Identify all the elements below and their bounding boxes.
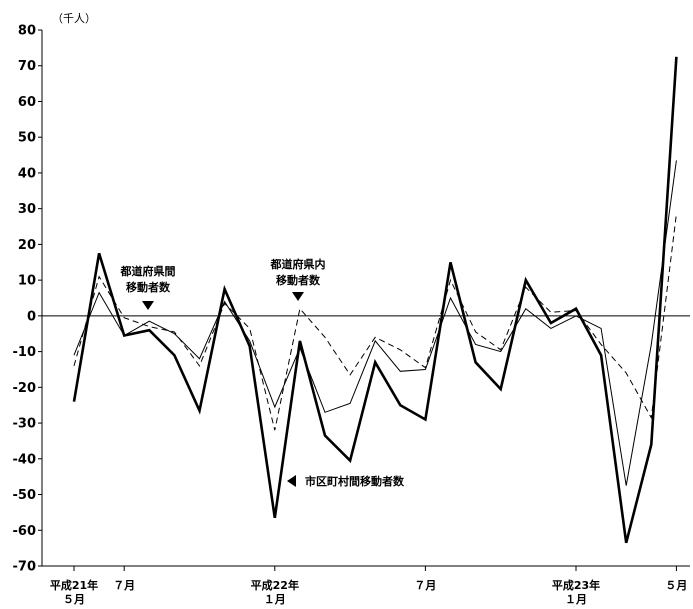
x-tick-label: ７月: [414, 579, 436, 592]
x-tick-label: 平成21年: [50, 578, 98, 592]
x-tick-label: 平成23年: [552, 578, 600, 592]
x-tick-label: １月: [264, 593, 286, 606]
y-axis-ticks: 80 70 60 50 40 30 20 10 0 -10 -20 -30 -40 -50 -60 -70: [13, 24, 42, 575]
y-tick-label: -70: [13, 560, 37, 575]
series-line-thin: [73, 160, 677, 486]
x-tick-label: ７月: [113, 579, 135, 592]
series-line-dashed: [73, 213, 677, 431]
series-layer: [72, 56, 678, 544]
y-tick-label: 0: [27, 309, 36, 324]
x-tick-label: ５月: [665, 579, 687, 592]
y-tick-label: 50: [18, 131, 36, 146]
x-tick-label: 平成22年: [251, 578, 299, 592]
y-tick-label: 20: [18, 238, 36, 253]
y-tick-label: -40: [13, 452, 37, 467]
y-tick-label: -30: [13, 417, 37, 432]
annotation-intraprefecture-line-1: 都道府県内: [270, 257, 326, 271]
y-tick-label: -20: [13, 381, 37, 396]
annotation-interprefecture: 都道府県間 移動者数: [120, 264, 176, 310]
annotation-intraprefecture-line-2: 移動者数: [276, 273, 321, 287]
x-tick-label: ５月: [63, 593, 85, 606]
annotation-municipal: 市区町村間移動者数: [287, 474, 405, 488]
annotation-interprefecture-line-1: 都道府県間: [120, 264, 176, 278]
annotation-interprefecture-line-2: 移動者数: [126, 280, 171, 294]
y-unit-label: （千人）: [52, 12, 96, 25]
y-tick-label: 70: [18, 59, 36, 74]
annotation-intraprefecture: 都道府県内 移動者数: [270, 257, 326, 301]
annotation-intraprefecture-arrow-icon: [292, 292, 304, 301]
y-tick-label: -10: [13, 345, 37, 360]
series-line-thick: [72, 56, 678, 544]
y-tick-label: -50: [13, 488, 37, 503]
annotation-municipal-label: 市区町村間移動者数: [305, 474, 405, 488]
y-tick-label: 30: [18, 202, 36, 217]
y-tick-label: 60: [18, 95, 36, 110]
plot-frame: [41, 30, 690, 567]
x-tick-label: １月: [565, 593, 587, 606]
y-tick-label: 10: [18, 274, 36, 289]
y-tick-label: -60: [13, 524, 37, 539]
annotation-municipal-arrow-icon: [287, 475, 296, 487]
annotation-interprefecture-arrow-icon: [142, 301, 154, 310]
y-tick-label: 80: [18, 24, 36, 39]
y-tick-label: 40: [18, 166, 36, 181]
